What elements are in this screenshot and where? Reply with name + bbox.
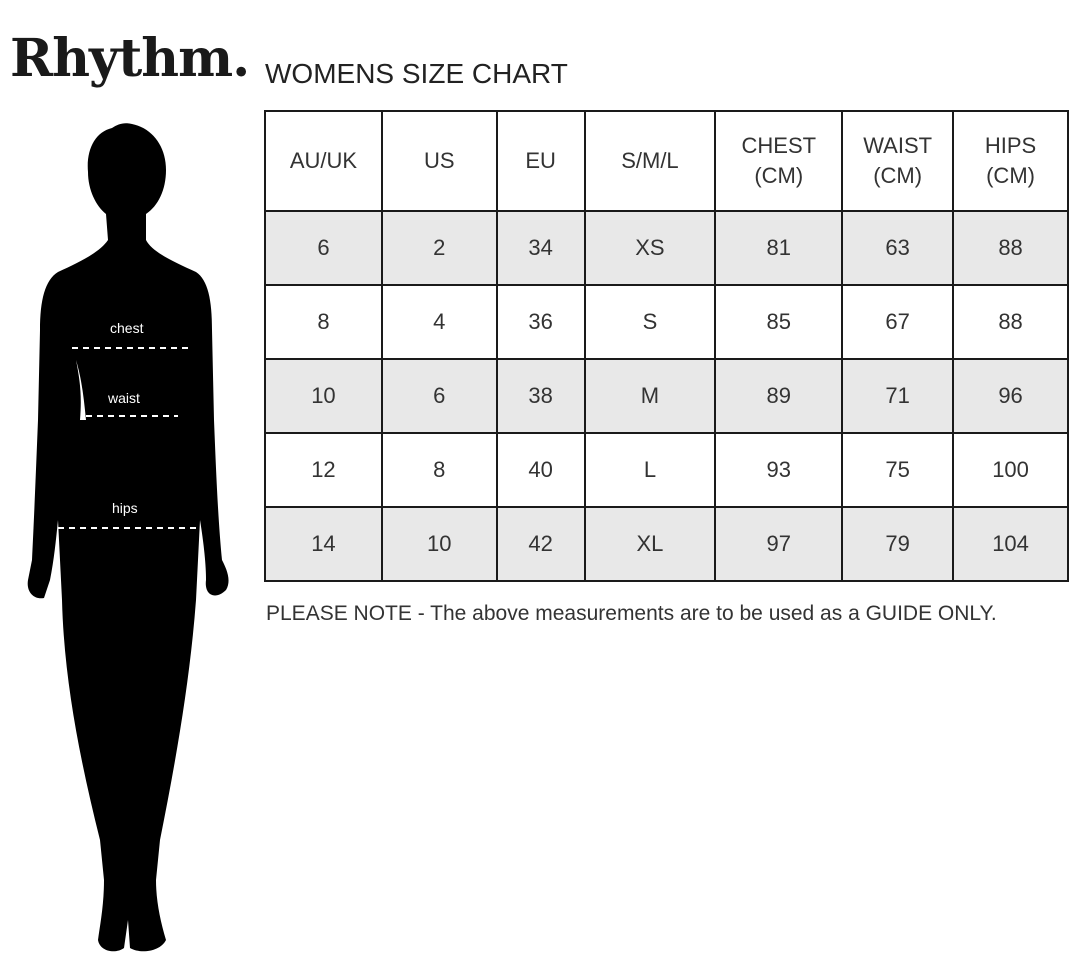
table-cell: 12 — [264, 432, 383, 508]
table-cell: 4 — [380, 284, 498, 360]
table-cell: 88 — [952, 284, 1069, 360]
column-header: S/M/L — [583, 110, 717, 212]
table-cell: 97 — [714, 506, 844, 582]
column-header: US — [380, 110, 498, 212]
table-cell: 100 — [952, 432, 1069, 508]
table-cell: 42 — [495, 506, 586, 582]
table-cell: 88 — [952, 210, 1069, 286]
column-header-text: CHEST — [741, 133, 817, 158]
table-header-row: AU/UK US EU S/M/L CHEST (CM) WAIST (CM) HIPS (CM) — [264, 110, 1069, 212]
size-chart-table: AU/UK US EU S/M/L CHEST (CM) WAIST (CM) HIPS (CM)… — [264, 110, 1069, 582]
table-cell: XS — [583, 210, 717, 286]
hips-label: hips — [112, 500, 138, 516]
table-cell: 96 — [952, 358, 1069, 434]
column-header: CHEST (CM) — [714, 110, 844, 212]
table-cell: L — [583, 432, 717, 508]
column-header: HIPS (CM) — [952, 110, 1069, 212]
table-cell: 10 — [264, 358, 383, 434]
column-header-text: S/M/L — [621, 148, 679, 173]
column-header: EU — [495, 110, 586, 212]
column-header-text: (CM) — [754, 163, 804, 188]
table-cell: 34 — [495, 210, 586, 286]
table-cell: 38 — [495, 358, 586, 434]
table-cell: S — [583, 284, 717, 360]
table-cell: 104 — [952, 506, 1069, 582]
table-row: 10 6 38 M 89 71 96 — [264, 358, 1069, 434]
column-header-text: HIPS — [984, 133, 1037, 158]
table-cell: M — [583, 358, 717, 434]
page-title: WOMENS SIZE CHART — [265, 58, 568, 89]
column-header-text: (CM) — [873, 163, 923, 188]
column-header-text: (CM) — [986, 163, 1035, 188]
table-cell: 8 — [264, 284, 383, 360]
table-cell: 10 — [380, 506, 498, 582]
column-header: AU/UK — [264, 110, 383, 212]
column-header-text: US — [423, 148, 455, 173]
column-header-text: EU — [525, 148, 556, 173]
waist-label: waist — [107, 390, 140, 406]
table-row: 6 2 34 XS 81 63 88 — [264, 210, 1069, 286]
table-cell: 67 — [841, 284, 955, 360]
table-cell: XL — [583, 506, 717, 582]
table-cell: 85 — [714, 284, 844, 360]
table-cell: 89 — [714, 358, 844, 434]
table-cell: 63 — [841, 210, 955, 286]
table-cell: 2 — [380, 210, 498, 286]
table-cell: 71 — [841, 358, 955, 434]
chest-label: chest — [110, 320, 144, 336]
guide-note: PLEASE NOTE - The above measurements are… — [266, 602, 997, 625]
table-cell: 93 — [714, 432, 844, 508]
table-cell: 79 — [841, 506, 955, 582]
brand-logo: Rhythm. — [10, 28, 250, 89]
body-silhouette: chest waist hips — [27, 123, 229, 952]
table-cell: 8 — [380, 432, 498, 508]
table-cell: 6 — [264, 210, 383, 286]
table-row: 12 8 40 L 93 75 100 — [264, 432, 1069, 508]
column-header: WAIST (CM) — [841, 110, 955, 212]
table-cell: 6 — [380, 358, 498, 434]
table-cell: 81 — [714, 210, 844, 286]
table-cell: 14 — [264, 506, 383, 582]
table-row: 14 10 42 XL 97 79 104 — [264, 506, 1069, 582]
table-cell: 36 — [495, 284, 586, 360]
column-header-text: AU/UK — [289, 148, 358, 173]
column-header-text: WAIST — [863, 133, 933, 158]
table-cell: 40 — [495, 432, 586, 508]
table-row: 8 4 36 S 85 67 88 — [264, 284, 1069, 360]
table-cell: 75 — [841, 432, 955, 508]
